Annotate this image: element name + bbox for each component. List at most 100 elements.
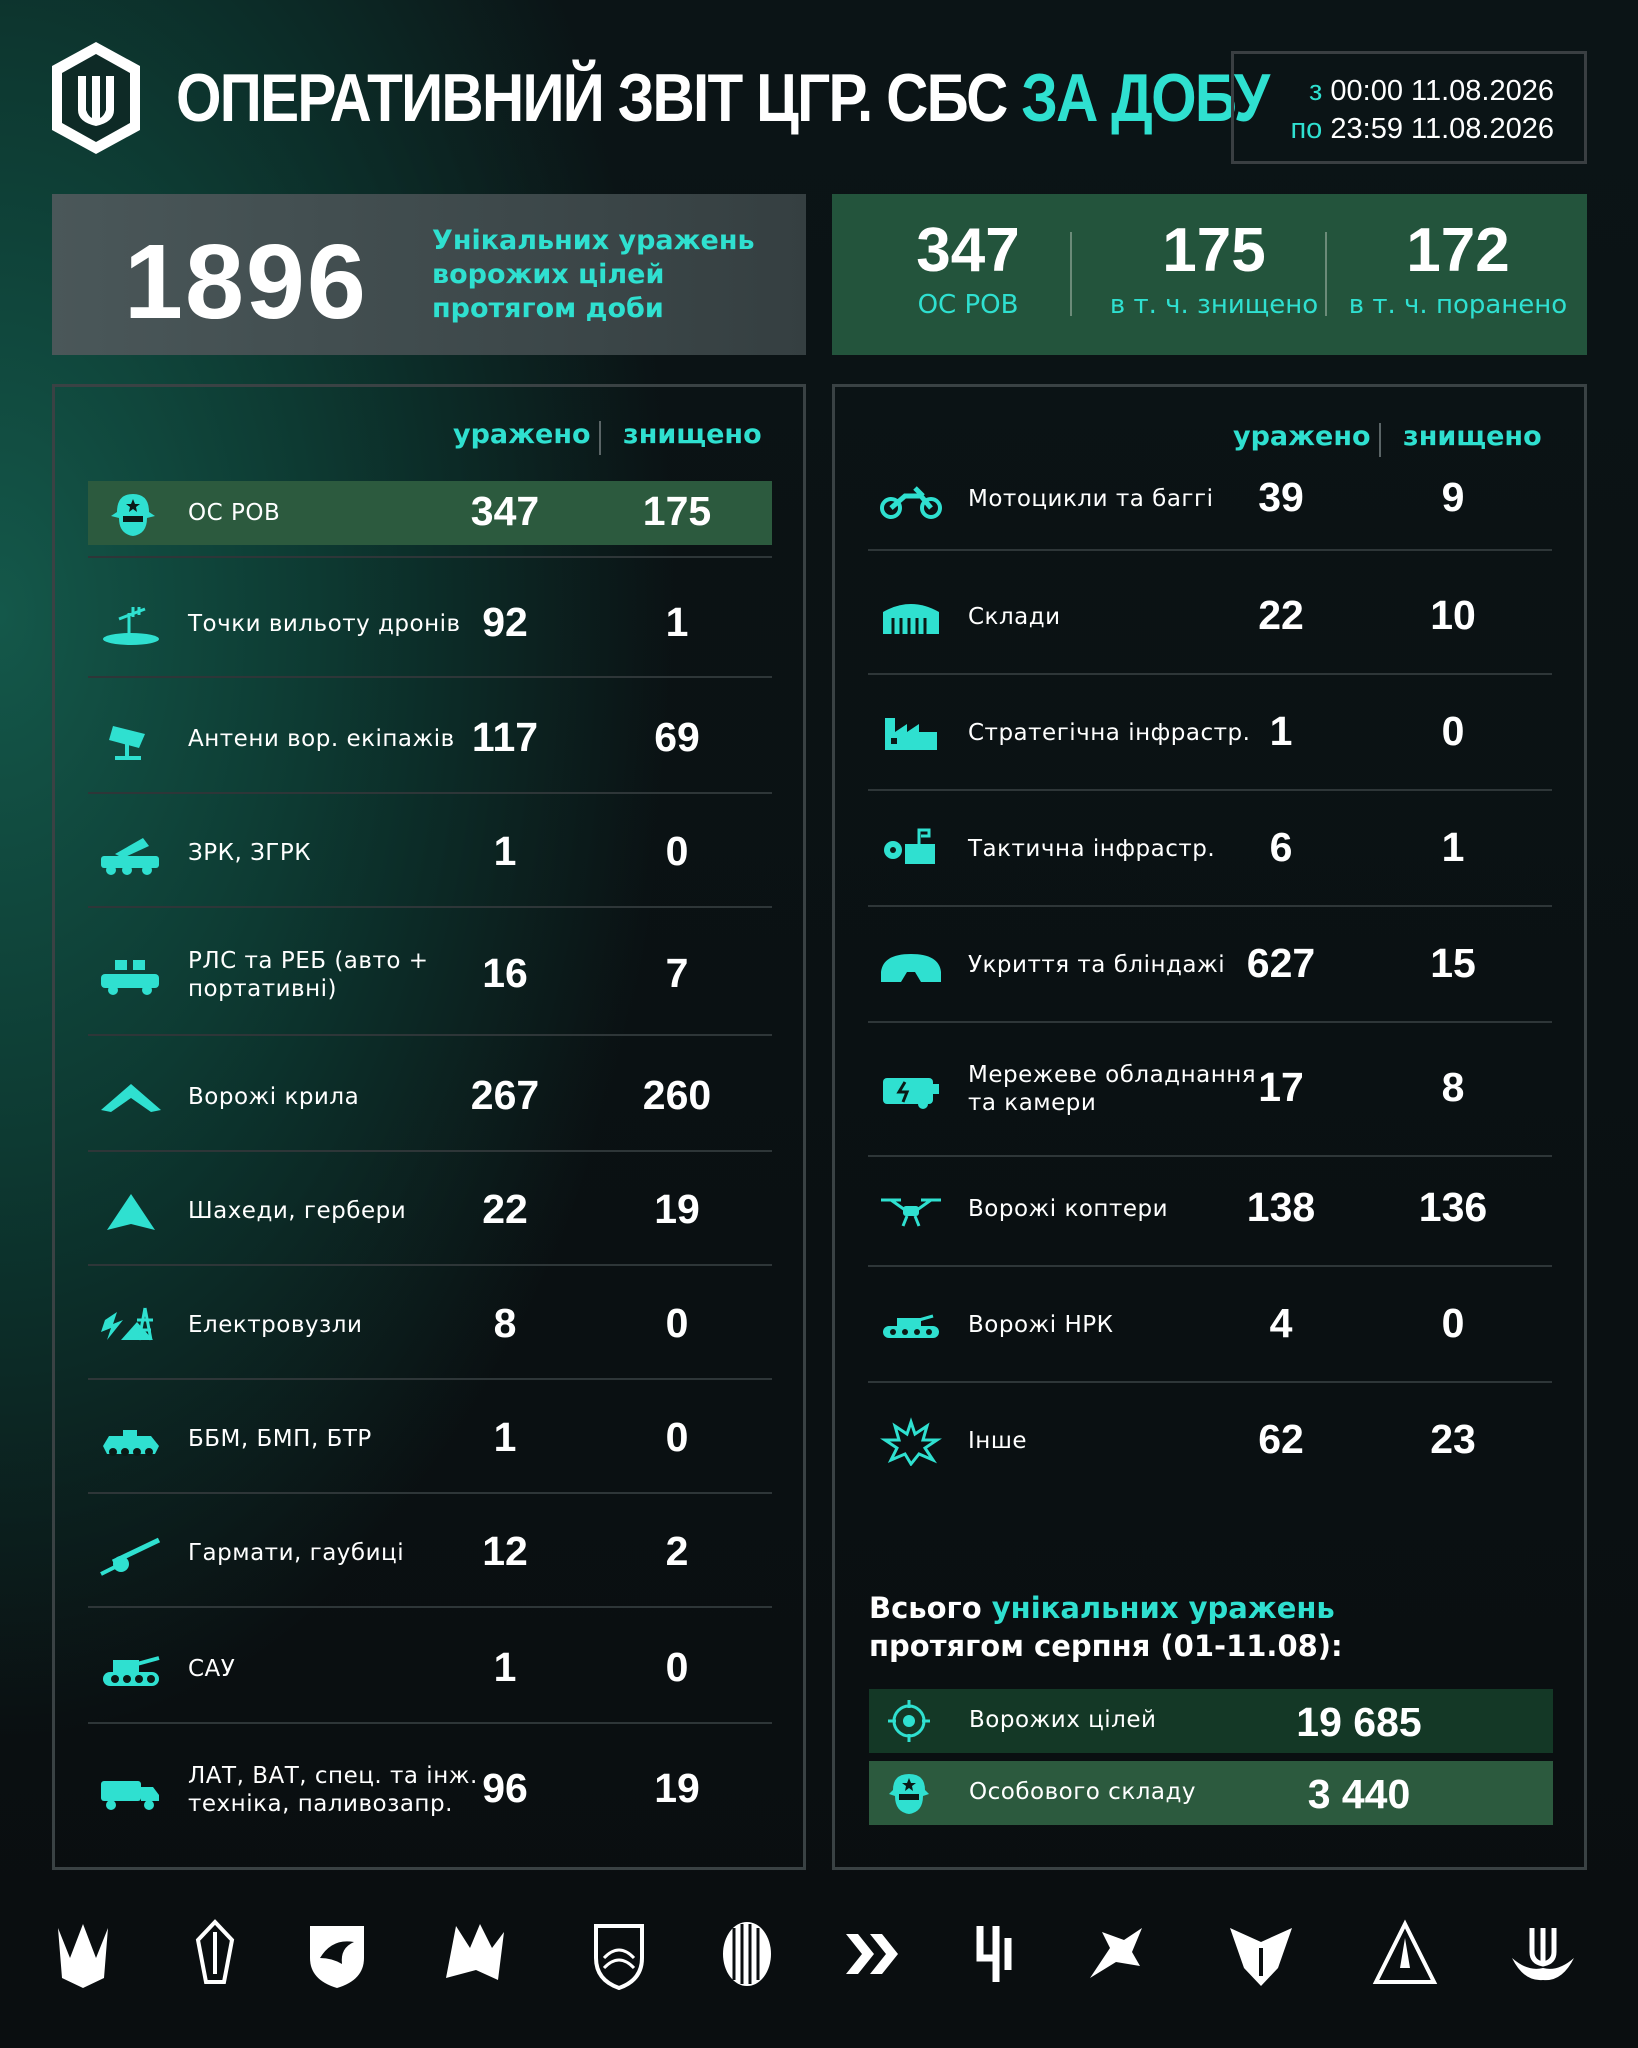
value-hit: 1	[1269, 708, 1293, 754]
value-hit: 92	[482, 599, 528, 645]
left-table-panel: уражено знищено ОС РОВ 347 175 Точки вил…	[52, 384, 806, 1870]
column-header-destroyed: знищено	[1403, 421, 1542, 452]
value-hit: 62	[1258, 1416, 1304, 1462]
rune-icon	[960, 1918, 1030, 1990]
table-row: САУ 1 0	[88, 1627, 772, 1711]
row-label: САУ	[188, 1656, 236, 1682]
bunker-icon	[874, 940, 948, 990]
row-divider	[868, 549, 1552, 551]
row-divider	[88, 792, 772, 794]
right-table-panel: уражено знищено Мотоцикли та баггі 39 9 …	[832, 384, 1587, 1870]
trident-unit-icon	[48, 1918, 118, 1990]
row-label: Ворожі коптери	[968, 1196, 1169, 1222]
monthly-summary-title: Всього унікальних уражень протягом серпн…	[869, 1591, 1343, 1663]
value-hit: 267	[470, 1072, 540, 1118]
row-label: ЗРК, ЗГРК	[188, 840, 312, 866]
row-label: Інше	[968, 1428, 1028, 1454]
value-hit: 22	[1258, 592, 1304, 638]
row-label: Антени вор. екіпажів	[188, 726, 455, 752]
motorcycle-icon	[874, 474, 948, 524]
table-row: Мотоцикли та баггі 39 9	[868, 467, 1552, 531]
value-hit: 1	[493, 1414, 517, 1460]
value-hit: 1	[493, 1644, 517, 1690]
row-label: ББМ, БМП, БТР	[188, 1426, 372, 1452]
date-range: з 00:00 11.08.2026 по 23:59 11.08.2026	[1231, 51, 1587, 164]
shahed-icon	[94, 1186, 168, 1236]
eagle-head-icon	[1080, 1918, 1150, 1990]
value-destroyed: 136	[1418, 1184, 1488, 1230]
row-divider	[88, 1150, 772, 1152]
row-divider	[88, 676, 772, 678]
ugv-icon	[874, 1300, 948, 1350]
value-hit: 12	[482, 1528, 528, 1574]
table-row: ЗРК, ЗГРК 1 0	[88, 811, 772, 895]
row-divider	[868, 789, 1552, 791]
right-rows: Мотоцикли та баггі 39 9 Склади 22 10 Стр…	[868, 387, 1552, 1487]
value-hit: 627	[1246, 940, 1316, 986]
copter-icon	[874, 1184, 948, 1234]
row-label: Шахеди, гербери	[188, 1198, 407, 1224]
unit-logo-icon	[48, 40, 144, 156]
row-divider	[868, 1265, 1552, 1267]
left-rows: ОС РОВ 347 175 Точки вильоту дронів 92 1…	[88, 387, 772, 1867]
row-divider	[88, 556, 772, 558]
factory-icon	[874, 708, 948, 758]
warehouse-icon	[874, 592, 948, 642]
column-header-hit: уражено	[1233, 421, 1371, 452]
table-row: Склади 22 10	[868, 579, 1552, 655]
value-destroyed: 1	[665, 599, 689, 645]
value-destroyed: 23	[1430, 1416, 1476, 1462]
value-hit: 8	[493, 1300, 517, 1346]
value-destroyed: 15	[1430, 940, 1476, 986]
table-row: Стратегічна інфрастр. 1 0	[868, 695, 1552, 771]
value-hit: 6	[1269, 824, 1293, 870]
table-row: ЛАТ, ВАТ, спец. та інж. техніка, паливоз…	[88, 1741, 772, 1839]
table-row: Шахеди, гербери 22 19	[88, 1169, 772, 1253]
explosion-icon	[874, 1416, 948, 1466]
sword-emblem-icon	[180, 1918, 250, 1990]
value-destroyed: 175	[642, 488, 712, 534]
value-hit: 138	[1246, 1184, 1316, 1230]
value-destroyed: 69	[654, 714, 700, 760]
personnel-stats-box: 347 ОС РОВ 175 в т. ч. знищено 172 в т. …	[832, 194, 1587, 355]
row-label: Укриття та бліндажі	[968, 952, 1226, 978]
row-divider	[868, 905, 1552, 907]
row-label: РЛС та РЕБ (авто + портативні)	[188, 948, 429, 1002]
value-destroyed: 10	[1430, 592, 1476, 638]
value-destroyed: 19	[654, 1765, 700, 1811]
row-label: Тактична інфрастр.	[968, 836, 1216, 862]
value-hit: 4	[1269, 1300, 1293, 1346]
striped-head-icon	[712, 1918, 782, 1990]
howitzer-icon	[94, 1528, 168, 1578]
row-label: Точки вильоту дронів	[188, 611, 461, 637]
row-divider	[868, 1021, 1552, 1023]
table-row: ББМ, БМП, БТР 1 0	[88, 1397, 772, 1481]
sam-system-icon	[94, 828, 168, 878]
value-destroyed: 260	[642, 1072, 712, 1118]
row-label: Ворожі НРК	[968, 1312, 1114, 1338]
row-divider	[88, 1378, 772, 1380]
value-destroyed: 19	[654, 1186, 700, 1232]
table-row: Мережеве обладнання та камери 17 8	[868, 1041, 1552, 1137]
value-destroyed: 0	[665, 828, 689, 874]
falcon-emblem-icon	[1226, 1918, 1296, 1990]
table-row: ОС РОВ 347 175	[88, 481, 772, 545]
monthly-personnel-row: Особового складу 3 440	[869, 1761, 1553, 1825]
triangle-rocket-icon	[1370, 1918, 1440, 1990]
antenna-icon	[94, 714, 168, 764]
table-row: Гармати, гаубиці 12 2	[88, 1511, 772, 1595]
row-divider	[88, 1492, 772, 1494]
row-label: Стратегічна інфрастр.	[968, 720, 1251, 746]
tactical-infra-icon	[874, 824, 948, 874]
value-destroyed: 0	[1441, 708, 1465, 754]
column-header-hit: уражено	[453, 419, 591, 450]
value-hit: 1	[493, 828, 517, 874]
stat-wounded: 172 в т. ч. поранено	[1348, 216, 1568, 320]
row-label: ЛАТ, ВАТ, спец. та інж. техніка, паливоз…	[188, 1763, 478, 1817]
value-destroyed: 0	[665, 1300, 689, 1346]
value-destroyed: 8	[1441, 1064, 1465, 1110]
table-row: Електровузли 8 0	[88, 1283, 772, 1367]
table-row: Інше 62 23	[868, 1403, 1552, 1479]
table-row: Укриття та бліндажі 627 15	[868, 927, 1552, 1003]
value-destroyed: 7	[665, 950, 689, 996]
